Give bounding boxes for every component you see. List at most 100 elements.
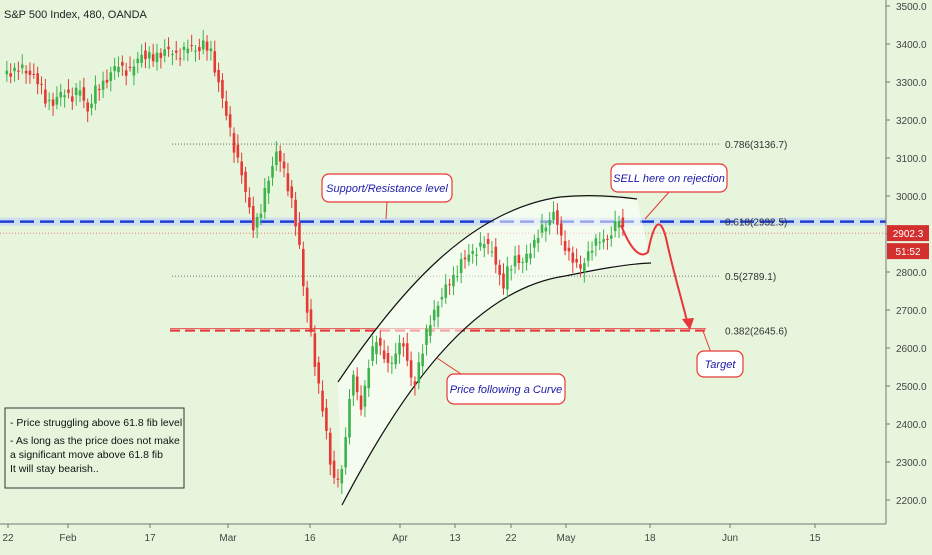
candle-body	[282, 161, 286, 169]
candle-body	[194, 50, 197, 52]
candle-body	[575, 258, 578, 263]
current-price-badge-bg	[887, 225, 929, 242]
candle-body	[213, 51, 217, 73]
candle-body	[533, 239, 536, 248]
candle-body	[413, 381, 417, 386]
fib-label: 0.618(2932.5)	[725, 218, 787, 229]
candle-body	[167, 46, 170, 50]
candle-body	[309, 309, 313, 333]
candle-body	[236, 144, 240, 158]
candle-body	[586, 251, 590, 261]
candle-body	[598, 242, 602, 244]
support-resistance-callout-text: Support/Resistance level	[326, 183, 448, 195]
candle-body	[421, 353, 424, 367]
candle-body	[13, 67, 16, 72]
candle-body	[163, 49, 166, 56]
candle-body	[432, 309, 436, 321]
candle-body	[5, 70, 9, 75]
candle-body	[51, 99, 55, 106]
candle-body	[267, 180, 270, 194]
support-resistance-callout: Support/Resistance level	[321, 173, 453, 220]
candle-body	[109, 72, 113, 81]
candle-body	[144, 50, 147, 60]
candle-body	[352, 374, 355, 396]
candle-body	[248, 197, 251, 208]
candle-body	[567, 247, 571, 252]
countdown-badge: 51:52	[887, 243, 929, 260]
note-line: - As long as the price does not make	[10, 435, 180, 447]
note-line: - Price struggling above 61.8 fib level	[10, 417, 182, 429]
time-tick-label: 17	[144, 533, 156, 544]
candle-body	[359, 395, 363, 410]
candle-body	[552, 211, 555, 220]
price-tick-label: 3200.0	[896, 116, 927, 127]
annotations-layer: Support/Resistance level SELL here on rej…	[4, 163, 744, 489]
candle-body	[124, 70, 128, 76]
candle-body	[47, 99, 51, 101]
curve-callout-box	[446, 373, 566, 405]
candle-body	[517, 254, 521, 263]
candle-body	[136, 58, 140, 64]
candle-body	[178, 58, 182, 60]
candle-body	[294, 199, 297, 227]
candle-body	[55, 96, 59, 105]
current-price-badge-text: 2902.3	[893, 229, 924, 240]
candle-body	[509, 269, 513, 271]
candle-body	[24, 70, 28, 74]
candle-body	[425, 328, 428, 345]
price-tick-label: 2800.0	[896, 268, 927, 279]
candle-body	[459, 259, 463, 274]
note-box: - Price struggling above 61.8 fib level -…	[4, 407, 185, 489]
candle-body	[479, 242, 482, 247]
candle-body	[544, 227, 548, 232]
candle-body	[82, 87, 86, 101]
candle-body	[232, 133, 236, 153]
candle-body	[151, 54, 155, 62]
price-tick-label: 2600.0	[896, 344, 927, 355]
price-tick-label: 2500.0	[896, 382, 927, 393]
candle-body	[9, 73, 12, 77]
candle-body	[529, 253, 532, 259]
candle-body	[259, 213, 263, 218]
candle-body	[475, 254, 478, 256]
candle-body	[506, 266, 509, 290]
support-resistance-callout-box	[321, 173, 453, 203]
candle-body	[390, 362, 394, 364]
candle-body	[498, 264, 501, 275]
candle-body	[502, 273, 505, 289]
candle-body	[36, 73, 39, 85]
candle-body	[201, 40, 205, 50]
candle-body	[225, 101, 228, 116]
candle-body	[305, 287, 309, 313]
candle-body	[278, 150, 282, 162]
candle-body	[155, 52, 159, 63]
candle-body	[205, 41, 209, 51]
candle-body	[90, 103, 93, 109]
candle-body	[367, 368, 371, 389]
sell-path-arrow	[620, 223, 689, 326]
candle-body	[271, 165, 274, 178]
fib-label: 0.786(3136.7)	[725, 140, 787, 151]
candle-body	[336, 478, 340, 480]
candle-body	[590, 250, 594, 253]
candle-body	[540, 224, 544, 233]
note-box-border	[4, 407, 185, 489]
time-tick-label: 15	[809, 533, 821, 544]
candle-body	[610, 235, 613, 239]
price-tick-label: 3500.0	[896, 2, 927, 13]
sell-arrowhead	[682, 318, 694, 330]
candle-body	[217, 69, 220, 83]
candle-body	[348, 398, 351, 438]
candle-body	[105, 79, 109, 83]
curve-callout: Price following a Curve	[436, 357, 566, 405]
curve-layer	[337, 194, 652, 506]
candle-body	[86, 102, 89, 112]
lower-curve	[341, 262, 652, 506]
candle-body	[340, 468, 344, 484]
candle-body	[221, 79, 224, 99]
candle-body	[182, 46, 186, 51]
support-resistance-callout-pointer	[385, 201, 388, 220]
candle-body	[548, 219, 551, 226]
